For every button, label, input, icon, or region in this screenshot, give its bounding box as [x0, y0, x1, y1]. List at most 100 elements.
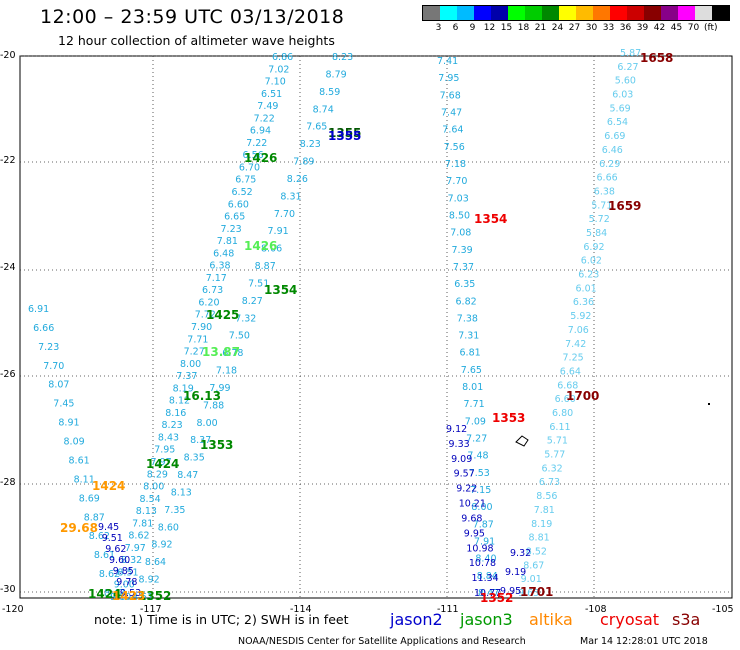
wave-height-value: 7.81 — [217, 236, 238, 247]
legend-value: 15 — [500, 23, 513, 33]
wave-height-value: 8.81 — [529, 533, 550, 544]
wave-height-value: 8.27 — [242, 296, 263, 307]
grid-lines — [20, 55, 732, 598]
wave-height-value: 7.27 — [466, 434, 487, 445]
wave-height-value: 8.32 — [121, 555, 142, 566]
wave-height-value: 7.89 — [293, 157, 314, 168]
wave-height-value: 7.41 — [437, 56, 458, 67]
wave-height-value: 9.65 — [518, 588, 539, 599]
wave-height-value: 7.99 — [209, 383, 230, 394]
legend-swatch — [542, 6, 559, 20]
wave-height-value: 8.23 — [162, 420, 183, 431]
satellite-name-altika: altika — [529, 610, 573, 629]
wave-height-value: 7.91 — [474, 537, 495, 548]
wave-height-value: 7.31 — [458, 331, 479, 342]
legend-value: 36 — [619, 23, 632, 33]
legend-swatch — [508, 6, 525, 20]
wave-height-value: 9.51 — [102, 533, 123, 544]
wave-height-value: 7.70 — [274, 209, 295, 220]
wave-height-value: 7.25 — [563, 353, 584, 364]
pass-time-label: 1355 — [328, 129, 361, 143]
wave-height-value: 6.78 — [222, 348, 243, 359]
wave-height-value: 6.38 — [209, 261, 230, 272]
wave-height-value: 9.85 — [113, 566, 134, 577]
wave-height-value: 8.12 — [169, 396, 190, 407]
legend-swatch — [593, 6, 610, 20]
wave-height-value: 8.61 — [94, 550, 115, 561]
wave-height-value: 7.64 — [442, 125, 463, 136]
pass-time-label: 1352 — [480, 591, 513, 605]
wave-height-value: 6.70 — [239, 163, 260, 174]
pass-time-label: 1354 — [474, 212, 507, 226]
wave-height-value: 5.71 — [547, 436, 568, 447]
legend-swatch — [457, 6, 474, 20]
wave-height-value: 7.95 — [438, 73, 459, 84]
satellite-name-jason2: jason2 — [390, 610, 443, 629]
x-tick-label: -105 — [712, 604, 734, 615]
wave-height-value: 9.22 — [456, 484, 477, 495]
wave-height-value: 8.79 — [326, 69, 347, 80]
wave-height-value: 7.09 — [465, 416, 486, 427]
wave-height-value: 7.08 — [450, 228, 471, 239]
wave-height-value: 6.54 — [607, 117, 628, 128]
wave-height-value: 7.15 — [470, 485, 491, 496]
wave-height-value: 6.94 — [250, 126, 271, 137]
wave-height-value: 6.01 — [576, 283, 597, 294]
wave-height-value: 9.12 — [446, 424, 467, 435]
color-legend: 3 6 9 12 15 18 21 24 27 30 33 36 39 42 45 70 (ft) — [422, 5, 730, 33]
wave-height-value: 6.66 — [33, 323, 54, 334]
wave-height-value: 9.95 — [464, 528, 485, 539]
wave-height-value: 9.95 — [500, 586, 521, 597]
wave-height-value: 7.47 — [441, 108, 462, 119]
legend-value: 39 — [636, 23, 649, 33]
wave-height-value: 6.32 — [542, 463, 563, 474]
wave-height-value: 8.31 — [280, 191, 301, 202]
wave-height-value: 8.51 — [132, 592, 153, 603]
wave-height-value: 6.64 — [560, 367, 581, 378]
wave-height-value: 5.92 — [570, 311, 591, 322]
legend-value: 12 — [483, 23, 496, 33]
legend-swatch — [576, 6, 593, 20]
wave-height-value: 7.65 — [306, 122, 327, 133]
wave-height-value: 8.00 — [180, 359, 201, 370]
wave-height-value: 7.70 — [43, 361, 64, 372]
wave-height-value: 6.51 — [261, 89, 282, 100]
y-tick-label: -30 — [0, 584, 16, 595]
wave-height-value: 8.40 — [475, 554, 496, 565]
x-tick-label: -114 — [290, 604, 312, 615]
wave-height-value: 6.27 — [617, 62, 638, 73]
wave-height-value: 8.51 — [117, 568, 138, 579]
wave-height-value: 6.36 — [573, 297, 594, 308]
wave-height-value: 9.00 — [114, 580, 135, 591]
wave-height-value: 7.45 — [53, 399, 74, 410]
wave-height-value: 6.75 — [235, 175, 256, 186]
wave-height-value: 5.71 — [591, 200, 612, 211]
wave-height-value: 7.06 — [568, 325, 589, 336]
legend-value: 18 — [517, 23, 530, 33]
wave-height-value: 7.71 — [187, 334, 208, 345]
wave-height-value: 7.56 — [444, 142, 465, 153]
wave-height-value: 8.91 — [58, 418, 79, 429]
wave-height-value: 6.60 — [228, 199, 249, 210]
legend-swatch — [712, 6, 729, 20]
legend-swatch — [610, 6, 627, 20]
wave-height-value: 7.95 — [154, 445, 175, 456]
wave-height-value: 8.00 — [471, 502, 492, 513]
wave-height-value: 6.48 — [213, 248, 234, 259]
y-tick-label: -24 — [0, 262, 16, 273]
wave-height-value: 8.06 — [261, 244, 282, 255]
wave-height-value: 8.35 — [184, 453, 205, 464]
wave-height-value: 7.97 — [151, 457, 172, 468]
wave-height-value: 8.00 — [143, 482, 164, 493]
wave-height-value: 6.60 — [555, 394, 576, 405]
wave-height-value: 8.74 — [313, 104, 334, 115]
x-tick-label: -111 — [437, 604, 459, 615]
wave-height-value: 8.54 — [140, 494, 161, 505]
wave-height-value: 7.48 — [467, 451, 488, 462]
wave-height-value: 6.52 — [232, 187, 253, 198]
wave-height-value: 8.87 — [84, 512, 105, 523]
wave-height-value: 7.90 — [191, 322, 212, 333]
wave-height-value: 8.67 — [523, 560, 544, 571]
legend-swatch — [661, 6, 678, 20]
pass-time-label: 1659 — [608, 199, 641, 213]
